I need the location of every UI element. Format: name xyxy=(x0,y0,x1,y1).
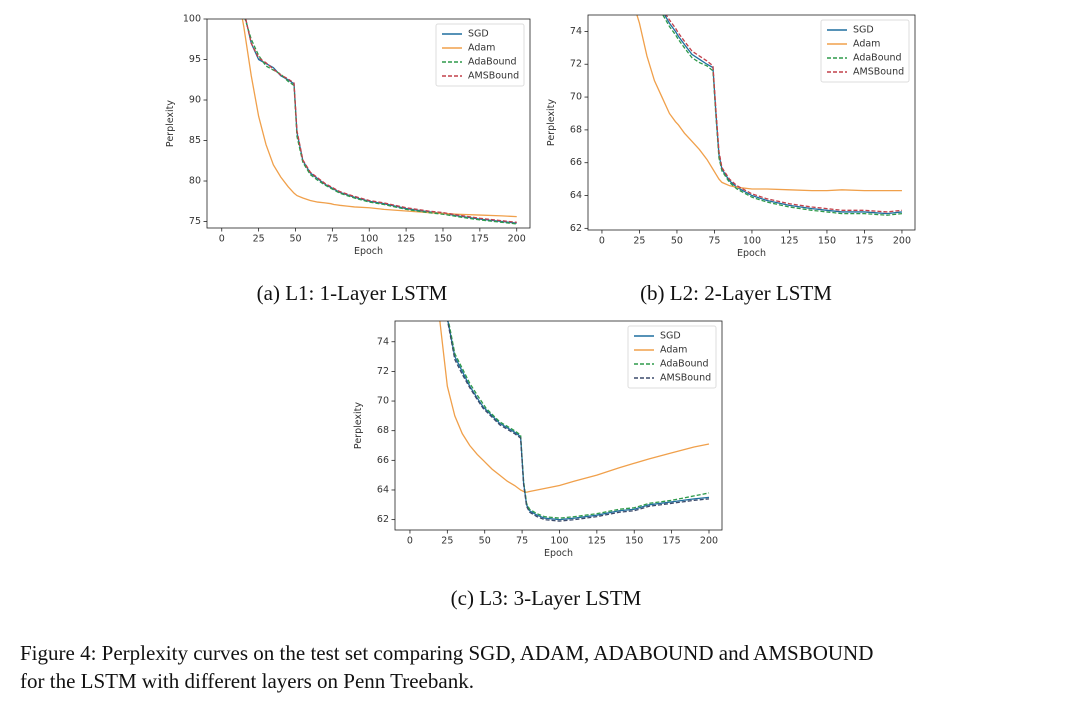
y-tick-label: 64 xyxy=(570,190,582,201)
x-tick-label: 200 xyxy=(508,234,526,245)
legend-box xyxy=(627,325,717,389)
legend-label: AdaBound xyxy=(468,57,517,68)
series-line xyxy=(245,19,517,224)
x-tick-label: 100 xyxy=(360,234,378,245)
y-axis-label: Perplexity xyxy=(546,99,557,146)
y-tick-label: 75 xyxy=(189,216,201,227)
x-tick-label: 125 xyxy=(397,234,415,245)
x-tick-label: 175 xyxy=(663,536,681,547)
axes-frame xyxy=(587,14,916,231)
plot-area xyxy=(439,321,710,522)
plot-area xyxy=(636,15,903,216)
y-tick-label: 66 xyxy=(570,157,582,168)
x-tick-label: 0 xyxy=(599,236,605,247)
x-tick-label: 75 xyxy=(516,536,528,547)
y-tick-label: 90 xyxy=(189,95,201,106)
subplot-caption: (a) L1: 1-Layer LSTM xyxy=(257,281,448,305)
legend-label: AMSBound xyxy=(853,67,904,78)
x-tick-label: 150 xyxy=(818,236,836,247)
y-axis-label: Perplexity xyxy=(353,402,364,449)
x-tick-label: 175 xyxy=(855,236,873,247)
x-tick-label: 25 xyxy=(253,234,265,245)
legend-label: AdaBound xyxy=(660,359,709,370)
series-line xyxy=(664,15,903,215)
legend-label: Adam xyxy=(853,39,880,50)
legend-box xyxy=(435,23,525,87)
x-tick-label: 0 xyxy=(407,536,413,547)
y-tick-label: 100 xyxy=(183,14,201,25)
subplot-caption: (b) L2: 2-Layer LSTM xyxy=(640,281,832,305)
series-line xyxy=(662,15,903,216)
legend-label: SGD xyxy=(468,29,489,40)
x-tick-label: 150 xyxy=(625,536,643,547)
legend-label: AdaBound xyxy=(853,53,902,64)
figure-caption: for the LSTM with different layers on Pe… xyxy=(20,669,474,693)
x-tick-label: 0 xyxy=(219,234,225,245)
series-line xyxy=(244,19,517,225)
y-tick-label: 72 xyxy=(377,366,389,377)
x-tick-label: 200 xyxy=(893,236,911,247)
plot-area xyxy=(241,19,517,225)
x-tick-label: 50 xyxy=(289,234,301,245)
legend-label: AMSBound xyxy=(660,373,711,384)
x-tick-label: 200 xyxy=(700,536,718,547)
y-tick-label: 66 xyxy=(377,455,389,466)
legend-label: Adam xyxy=(468,43,495,54)
figure-caption: Figure 4: Perplexity curves on the test … xyxy=(20,641,873,665)
x-tick-label: 150 xyxy=(434,234,452,245)
y-tick-label: 64 xyxy=(377,484,389,495)
y-tick-label: 72 xyxy=(570,59,582,70)
x-tick-label: 25 xyxy=(633,236,645,247)
x-tick-label: 125 xyxy=(780,236,798,247)
x-tick-label: 50 xyxy=(671,236,683,247)
legend-label: SGD xyxy=(853,25,874,36)
legend-label: AMSBound xyxy=(468,71,519,82)
legend-box xyxy=(820,19,910,83)
x-axis-label: Epoch xyxy=(354,246,383,257)
x-tick-label: 125 xyxy=(588,536,606,547)
series-line xyxy=(636,15,902,192)
series-line xyxy=(447,321,710,521)
y-tick-label: 80 xyxy=(189,176,201,187)
series-line xyxy=(439,321,710,493)
y-tick-label: 85 xyxy=(189,135,201,146)
series-line xyxy=(245,19,517,223)
x-tick-label: 100 xyxy=(743,236,761,247)
y-tick-label: 95 xyxy=(189,54,201,65)
y-axis-label: Perplexity xyxy=(165,100,176,147)
x-axis-label: Epoch xyxy=(737,248,766,259)
legend-label: Adam xyxy=(660,345,687,356)
x-tick-label: 25 xyxy=(441,536,453,547)
series-line xyxy=(446,321,710,522)
series-line xyxy=(665,15,903,213)
legend-label: SGD xyxy=(660,331,681,342)
x-tick-label: 100 xyxy=(550,536,568,547)
axes-frame xyxy=(206,18,531,229)
y-tick-label: 68 xyxy=(570,124,582,135)
axes-frame xyxy=(394,320,723,531)
x-tick-label: 75 xyxy=(326,234,338,245)
x-tick-label: 50 xyxy=(479,536,491,547)
x-axis-label: Epoch xyxy=(544,548,573,559)
y-tick-label: 74 xyxy=(377,336,389,347)
y-tick-label: 68 xyxy=(377,425,389,436)
series-line xyxy=(241,19,517,218)
x-tick-label: 175 xyxy=(471,234,489,245)
y-tick-label: 70 xyxy=(377,396,389,407)
subplot-caption: (c) L3: 3-Layer LSTM xyxy=(451,586,642,610)
y-tick-label: 62 xyxy=(377,514,389,525)
x-tick-label: 75 xyxy=(708,236,720,247)
y-tick-label: 74 xyxy=(570,26,582,37)
y-tick-label: 62 xyxy=(570,223,582,234)
y-tick-label: 70 xyxy=(570,92,582,103)
